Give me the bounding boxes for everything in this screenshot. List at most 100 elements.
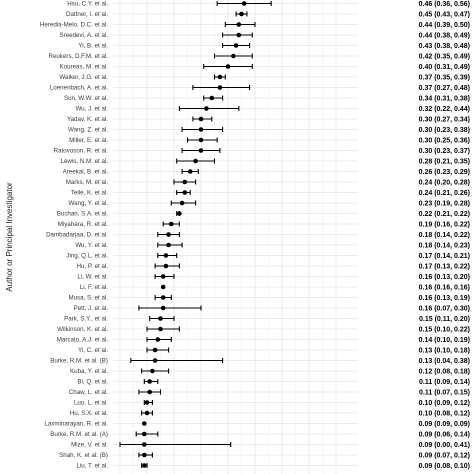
estimate-label: 0.12 (0.08, 0.18) [419,369,470,376]
point-estimate [160,295,166,300]
study-label: Luo, L. et al. [74,400,108,407]
study-label: Yadav, K. et al. [67,116,108,123]
study-label: Telle, K. et al. [71,190,108,197]
study-label: Wang, Z. et al. [68,127,108,134]
point-estimate [239,11,244,17]
study-label: Marcato, A.J. et al. [57,337,109,344]
point-estimate [209,95,215,101]
point-estimate [158,316,163,321]
estimate-label: 0.46 (0.36, 0.56) [419,1,470,8]
point-estimate [225,64,231,69]
point-estimate [152,347,158,353]
study-label: Park, S.Y., et al. [64,316,108,323]
estimate-label: 0.30 (0.25, 0.36) [419,138,470,145]
estimate-label: 0.16 (0.07, 0.30) [419,306,470,313]
point-estimate [166,242,171,248]
estimate-label: 0.09 (0.06, 0.14) [419,432,470,439]
estimate-label: 0.09 (0.08, 0.10) [419,463,470,470]
point-estimate [144,410,150,416]
point-estimate [142,431,147,437]
point-estimate [241,1,247,6]
estimate-label: 0.16 (0.13, 0.20) [419,274,470,281]
estimate-label: 0.23 (0.19, 0.28) [419,201,470,208]
study-label: Wu, J. et al. [75,106,108,113]
estimate-label: 0.30 (0.27, 0.34) [419,117,470,124]
point-estimate [152,358,158,363]
estimate-label: 0.44 (0.38, 0.49) [419,33,470,40]
estimate-label: 0.15 (0.11, 0.20) [419,316,470,323]
study-label: Li, F. et al. [80,284,108,291]
study-label: Lewis, N.M. et al. [61,158,109,165]
estimate-label: 0.09 (0.00, 0.41) [419,442,470,449]
estimate-label: 0.17 (0.14, 0.21) [419,253,470,260]
study-label: Buchan, S.A. et al. [57,211,109,218]
y-axis-title: Author or Principal Investigator [5,182,14,292]
estimate-label: 0.37 (0.27, 0.48) [419,85,470,92]
estimate-label: 0.16 (0.13, 0.19) [419,295,470,302]
point-estimate [169,221,174,227]
estimate-label: 0.34 (0.31, 0.38) [419,96,470,103]
estimate-label: 0.28 (0.21, 0.35) [419,159,470,166]
study-label: Li, W. et al. [77,274,108,281]
study-label: Kuba, Y. et al. [70,368,108,375]
point-estimate [142,452,147,458]
estimate-label: 0.37 (0.35, 0.39) [419,75,470,82]
estimate-label: 0.24 (0.21, 0.26) [419,190,470,197]
point-estimate [182,190,188,195]
estimate-label: 0.40 (0.31, 0.49) [419,64,470,71]
estimate-label: 0.16 (0.16, 0.16) [419,285,470,292]
point-estimate [198,127,204,132]
study-label: Jing, Q.L. et al. [66,253,108,260]
study-labels: Hsu, C.Y. et al. Dattner, I. et al. Heredi… [40,1,108,470]
study-label: Musa, S. et al. [68,295,108,302]
point-estimate [163,263,169,269]
point-estimate [158,326,163,332]
study-label: Yi, C. et al. [78,347,108,354]
point-estimate [166,232,171,237]
study-label: Burke, R.M. et al. (B) [50,358,108,365]
estimate-label: 0.17 (0.13, 0.22) [419,264,470,271]
study-label: Pett, J. et al. [74,305,109,312]
point-estimate [217,85,223,90]
study-label: Marks, M. et al. [66,179,109,186]
plot-panel [113,0,358,474]
point-estimate [204,106,209,111]
study-label: Wang, Y. et al. [69,200,109,207]
estimate-label: 0.24 (0.20, 0.28) [419,180,470,187]
point-estimate [144,400,150,405]
study-label: Chaw, L. et al. [69,389,108,396]
study-label: Burke, R.M. et al. (A) [50,431,108,438]
estimate-label: 0.18 (0.14, 0.23) [419,243,470,250]
point-estimate [233,43,239,48]
point-estimate [142,442,147,447]
estimate-label: 0.11 (0.07, 0.15) [419,390,470,397]
study-label: Dattner, I. et al. [66,11,108,18]
estimate-label: 0.32 (0.22, 0.44) [419,106,470,113]
estimate-label: 0.10 (0.09, 0.12) [419,400,470,407]
point-estimate [163,253,169,258]
estimate-label: 0.13 (0.04, 0.38) [419,358,470,365]
point-estimates [142,1,247,468]
estimate-label: 0.15 (0.10, 0.22) [419,327,470,334]
point-estimate [160,274,166,279]
estimate-label: 0.19 (0.16, 0.22) [419,222,470,229]
study-label: Miyahara, R. et al. [58,221,108,228]
study-label: Miller, E. et al. [69,137,108,144]
point-estimate [198,137,204,143]
study-label: Bi, Q. et al. [77,379,108,386]
estimate-label: 0.30 (0.23, 0.38) [419,127,470,134]
point-estimate [182,179,188,185]
study-label: Ratovoson, R. et al. [54,148,109,155]
study-label: Areekal, B. et al. [63,169,109,176]
point-estimate [155,337,161,342]
study-label: Shah, K. et al. (B) [59,452,108,459]
study-label: Dambadarjaa, D. et al. [46,232,108,239]
estimate-label: 0.09 (0.07, 0.12) [419,453,470,460]
point-estimate [198,116,204,122]
study-label: Yi, B. et al. [78,43,108,50]
estimate-label: 0.09 (0.09, 0.09) [419,421,470,428]
study-label: Walker, J.G. et al. [59,74,108,81]
point-estimate [150,368,155,374]
study-label: Laxminarayan, R. et al. [44,421,108,428]
estimate-label: 0.14 (0.10, 0.19) [419,337,470,344]
